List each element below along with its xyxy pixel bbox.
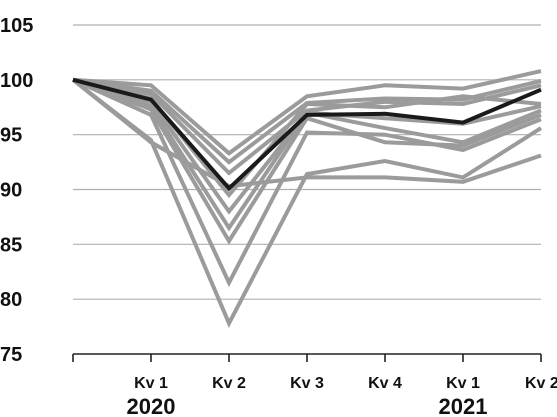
x-tick-label: Kv 3 [290, 375, 324, 392]
gridlines [73, 24, 541, 300]
series-lines [71, 69, 543, 328]
y-tick-label: 105 [0, 15, 33, 37]
x-tick-label: Kv 2 [212, 375, 246, 392]
year-label: 2020 [127, 394, 176, 417]
year-label: 2021 [439, 394, 488, 417]
series-line-1 [72, 69, 542, 156]
tick-labels: 105 100 95 90 85 80 75 Kv 1 Kv 2 Kv 3 Kv 4 Kv 1 Kv 2… [0, 15, 557, 417]
y-tick-label: 80 [0, 289, 22, 311]
series-line-6 [72, 77, 542, 232]
x-tick-label: Kv 2 [525, 375, 557, 392]
y-tick-label: 85 [0, 234, 22, 256]
x-tick-label: Kv 1 [446, 375, 480, 392]
x-tick-label: Kv 1 [134, 375, 168, 392]
highlight-series-line [72, 77, 542, 192]
series-line-10 [71, 78, 542, 189]
x-tick-label: Kv 4 [368, 375, 402, 392]
series-line-3 [72, 77, 542, 176]
series-line-7 [72, 77, 542, 245]
y-tick-label: 100 [0, 70, 33, 92]
y-tick-label: 90 [0, 180, 22, 202]
series-line-8 [72, 77, 542, 288]
y-tick-label: 95 [0, 125, 22, 147]
y-tick-label: 75 [0, 344, 22, 366]
axes [72, 353, 542, 362]
